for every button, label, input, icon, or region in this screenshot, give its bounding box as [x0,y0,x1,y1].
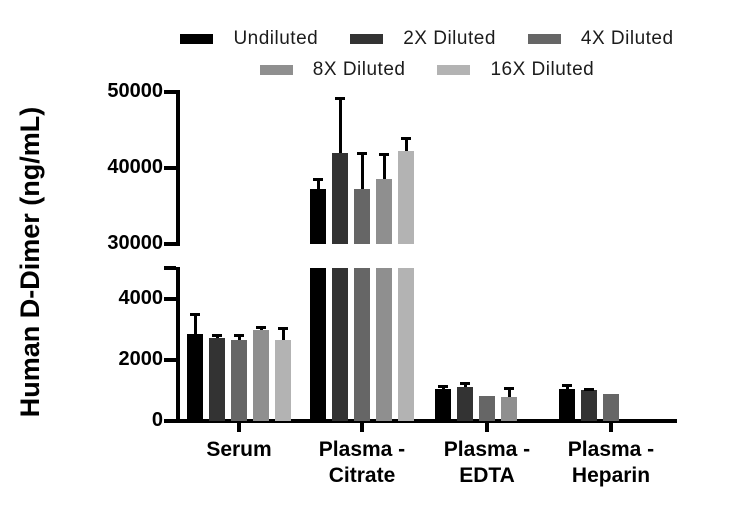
x-axis-label-plasma-citrate: Plasma - Citrate [318,438,406,487]
legend-item-8x-diluted: 8X Diluted [259,59,406,81]
bar-plasma-heparin-undiluted [559,388,575,421]
error-bar-plasma-citrate-16x-diluted [404,137,408,152]
error-bar-plasma-citrate-4x-diluted [360,152,364,190]
error-cap-serum-2x-diluted [212,334,222,338]
bar-plasma-citrate-undiluted-lower [310,268,326,421]
bar-plasma-heparin-4x-diluted [603,393,619,421]
bar-plasma-edta-8x-diluted [501,396,517,421]
bar-plasma-citrate-16x-diluted-lower [398,268,414,421]
error-cap-plasma-citrate-4x-diluted [357,151,367,155]
legend-swatch-2x-diluted [350,34,384,44]
y-tick-label-40000: 40000 [107,156,163,178]
legend-swatch-8x-diluted [259,65,293,75]
legend-item-undiluted: Undiluted [180,28,318,50]
y-tick-label-30000: 30000 [107,232,163,254]
x-axis-line [176,419,677,423]
x-tick-plasma-edta [485,423,489,432]
error-bar-plasma-edta-8x-diluted [507,388,511,397]
error-bar-plasma-citrate-2x-diluted [338,98,342,153]
bar-plasma-citrate-4x-diluted-lower [354,268,370,421]
bar-plasma-citrate-16x-diluted [398,151,414,244]
error-cap-plasma-citrate-2x-diluted [335,97,345,101]
x-tick-plasma-heparin [609,423,613,432]
y-tick-lower-axis-top [164,266,176,270]
error-cap-plasma-heparin-undiluted [562,383,572,387]
lower-plot-panel [180,268,677,421]
y-tick-40000 [164,166,176,170]
error-cap-plasma-edta-2x-diluted [460,381,470,385]
bar-serum-undiluted [187,333,203,421]
y-tick-label-2000: 2000 [118,347,164,370]
error-cap-plasma-citrate-16x-diluted [401,136,411,140]
y-axis-lower-segment [176,267,180,423]
bar-plasma-citrate-4x-diluted [354,189,370,244]
bar-plasma-citrate-2x-diluted-lower [332,268,348,421]
y-tick-0 [164,419,176,423]
error-cap-plasma-edta-undiluted [438,384,448,388]
x-axis-label-plasma-edta: Plasma - EDTA [443,438,531,487]
bar-plasma-citrate-8x-diluted-lower [376,268,392,421]
error-cap-plasma-heparin-2x-diluted [584,387,594,391]
upper-plot-panel [180,92,677,244]
legend-label-2x-diluted: 2X Diluted [403,28,496,49]
y-tick-50000 [164,90,176,94]
error-cap-plasma-citrate-undiluted [313,178,323,182]
y-tick-4000 [164,296,176,301]
bar-plasma-edta-4x-diluted [479,395,495,421]
y-tick-label-0: 0 [151,409,163,431]
legend-item-2x-diluted: 2X Diluted [350,28,496,50]
legend-swatch-16x-diluted [437,65,471,75]
error-bar-plasma-citrate-undiluted [316,179,320,189]
bar-plasma-edta-undiluted [435,388,451,421]
bar-plasma-citrate-undiluted [310,188,326,244]
legend-item-4x-diluted: 4X Diluted [527,28,674,50]
x-axis-label-plasma-heparin: Plasma - Heparin [567,438,655,487]
y-tick-label-50000: 50000 [107,80,163,102]
error-cap-plasma-citrate-8x-diluted [379,153,389,157]
error-cap-serum-8x-diluted [256,325,266,329]
y-axis-upper-segment [176,90,180,246]
error-cap-serum-4x-diluted [234,334,244,338]
error-bar-serum-4x-diluted [237,335,241,340]
legend-swatch-4x-diluted [527,34,561,44]
legend-label-undiluted: Undiluted [233,28,319,49]
bar-serum-8x-diluted [253,329,269,421]
x-tick-plasma-citrate [360,423,364,432]
bar-serum-4x-diluted [231,339,247,421]
legend-swatch-undiluted [180,34,214,44]
error-cap-serum-undiluted [190,312,200,316]
error-bar-serum-undiluted [193,313,197,334]
legend-row-2: 8X Diluted 16X Diluted [178,59,676,81]
y-tick-label-4000: 4000 [118,286,164,309]
error-bar-serum-16x-diluted [281,327,285,340]
bar-serum-16x-diluted [275,339,291,421]
legend-label-16x-diluted: 16X Diluted [490,59,595,80]
error-cap-plasma-edta-8x-diluted [504,387,514,391]
error-cap-serum-16x-diluted [278,326,288,330]
bar-serum-2x-diluted [209,338,225,421]
y-tick-2000 [164,357,176,362]
bar-plasma-citrate-2x-diluted [332,152,348,244]
error-bar-plasma-citrate-8x-diluted [382,154,386,179]
x-tick-serum [237,423,241,432]
legend-item-16x-diluted: 16X Diluted [437,59,594,81]
bar-plasma-citrate-8x-diluted [376,178,392,244]
y-axis-title: Human D-Dimer (ng/mL) [15,106,45,418]
bar-plasma-heparin-2x-diluted [581,390,597,421]
x-axis-label-serum: Serum [206,438,272,461]
error-bar-plasma-edta-2x-diluted [463,382,467,388]
legend-row-1: Undiluted 2X Diluted 4X Diluted [178,28,676,50]
bar-plasma-edta-2x-diluted [457,387,473,421]
legend-label-4x-diluted: 4X Diluted [580,28,674,49]
legend-label-8x-diluted: 8X Diluted [312,59,406,80]
y-tick-30000 [164,242,176,246]
